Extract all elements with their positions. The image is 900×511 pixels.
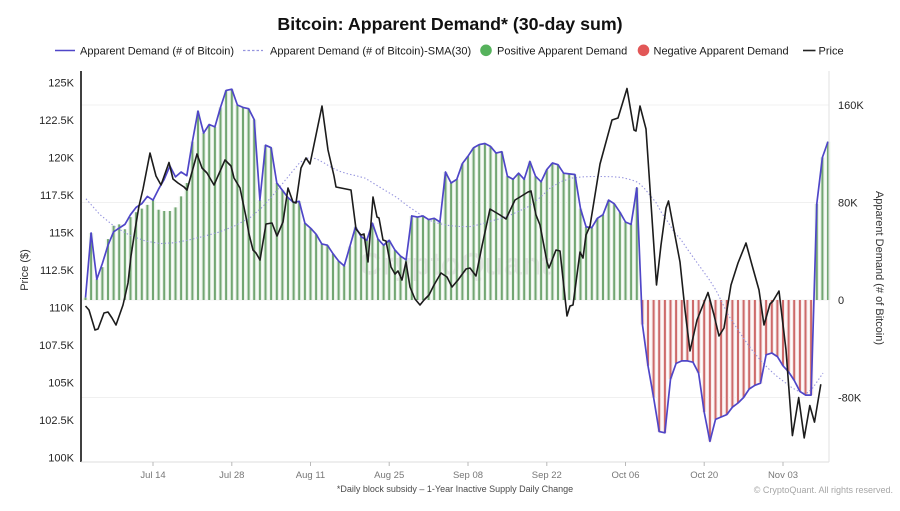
svg-text:Aug 11: Aug 11 [296, 470, 325, 481]
svg-text:Apparent Demand (# of Bitcoin): Apparent Demand (# of Bitcoin)-SMA(30) [270, 46, 471, 58]
svg-text:80K: 80K [838, 197, 858, 209]
svg-text:Apparent Demand (# of Bitcoin): Apparent Demand (# of Bitcoin) [873, 191, 885, 345]
svg-text:Apparent Demand (# of Bitcoin): Apparent Demand (# of Bitcoin) [80, 46, 234, 58]
svg-text:*Daily block subsidy – 1-Year: *Daily block subsidy – 1-Year Inactive S… [337, 484, 573, 494]
svg-text:107.5K: 107.5K [39, 340, 75, 352]
svg-text:Jul 28: Jul 28 [219, 470, 244, 481]
svg-text:Oct 20: Oct 20 [690, 470, 718, 481]
svg-text:Oct 06: Oct 06 [612, 470, 640, 481]
svg-text:100K: 100K [48, 452, 74, 464]
svg-text:Aug 25: Aug 25 [374, 470, 404, 481]
svg-text:115K: 115K [49, 227, 75, 239]
svg-text:117.5K: 117.5K [40, 190, 75, 202]
svg-text:Sep 08: Sep 08 [453, 470, 483, 481]
svg-text:160K: 160K [838, 100, 864, 112]
svg-text:Price: Price [819, 46, 844, 58]
svg-text:-80K: -80K [838, 392, 862, 404]
svg-text:Jul 14: Jul 14 [140, 470, 165, 481]
svg-text:102.5K: 102.5K [39, 415, 75, 427]
svg-text:122.5K: 122.5K [39, 115, 75, 127]
svg-text:Bitcoin: Apparent Demand* (30-: Bitcoin: Apparent Demand* (30-day sum) [277, 14, 622, 34]
svg-text:Price ($): Price ($) [19, 249, 31, 291]
svg-text:112.5K: 112.5K [40, 265, 75, 277]
svg-text:© CryptoQuant. All rights rese: © CryptoQuant. All rights reserved. [754, 485, 893, 495]
svg-text:120K: 120K [48, 152, 74, 164]
svg-text:Negative Apparent Demand: Negative Apparent Demand [654, 46, 789, 58]
svg-text:125K: 125K [48, 77, 74, 89]
svg-text:Sep 22: Sep 22 [532, 470, 562, 481]
svg-text:Nov 03: Nov 03 [768, 470, 798, 481]
svg-text:110K: 110K [49, 302, 75, 314]
svg-text:105K: 105K [48, 377, 74, 389]
svg-text:0: 0 [838, 295, 844, 307]
svg-text:Positive Apparent Demand: Positive Apparent Demand [497, 46, 627, 58]
